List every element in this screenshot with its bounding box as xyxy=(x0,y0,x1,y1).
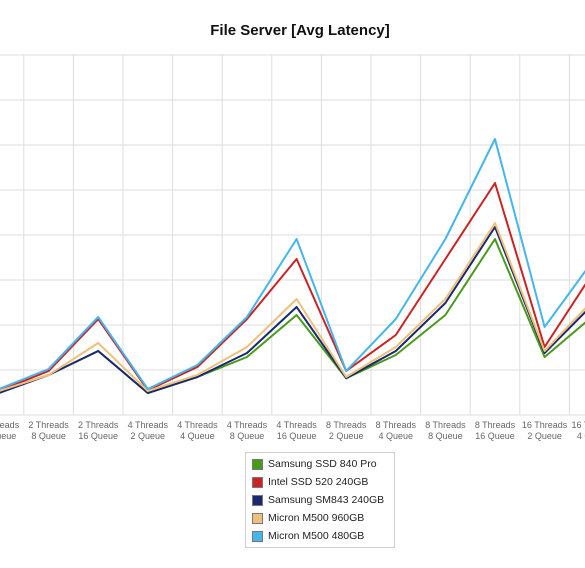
x-tick-label: 4 Threads 16 Queue xyxy=(276,420,317,441)
legend-swatch xyxy=(252,512,263,524)
chart-title: File Server [Avg Latency] xyxy=(210,22,390,39)
legend-swatch xyxy=(252,458,263,470)
legend-swatch xyxy=(252,476,263,488)
legend-swatch xyxy=(252,530,263,542)
x-tick-label: 8 Threads 4 Queue xyxy=(376,420,417,441)
legend-item: Micron M500 960GB xyxy=(246,509,394,527)
x-tick-label: 4 Threads 2 Queue xyxy=(128,420,169,441)
legend-item: Micron M500 480GB xyxy=(246,527,394,545)
legend-item: Samsung SM843 240GB xyxy=(246,491,394,509)
x-tick-label: 4 Threads 4 Queue xyxy=(177,420,218,441)
legend-label: Micron M500 960GB xyxy=(268,512,365,524)
series-lines xyxy=(0,138,585,394)
legend-item: Intel SSD 520 240GB xyxy=(246,473,394,491)
legend-label: Samsung SSD 840 Pro xyxy=(268,458,377,470)
legend-label: Intel SSD 520 240GB xyxy=(268,476,369,488)
x-tick-label: 2 Threads 8 Queue xyxy=(28,420,69,441)
series-line-micron-m500-480gb xyxy=(0,138,585,390)
x-tick-label: 2 Threads 16 Queue xyxy=(78,420,119,441)
series-line-samsung-sm843-240gb xyxy=(0,226,585,394)
legend-label: Micron M500 480GB xyxy=(268,530,365,542)
legend-item: Samsung SSD 840 Pro xyxy=(246,455,394,473)
x-tick-label: 8 Threads 16 Queue xyxy=(475,420,516,441)
x-tick-label: 8 Threads 2 Queue xyxy=(326,420,367,441)
series-line-micron-m500-960gb xyxy=(0,222,585,392)
legend-swatch xyxy=(252,494,263,506)
series-line-intel-ssd-520-240gb xyxy=(0,182,585,392)
legend: Samsung SSD 840 Pro Intel SSD 520 240GB Sa… xyxy=(245,452,395,548)
x-tick-label: 8 Threads 8 Queue xyxy=(425,420,466,441)
legend-label: Samsung SM843 240GB xyxy=(268,494,385,506)
x-tick-label: 4 Threads 8 Queue xyxy=(227,420,268,441)
x-tick-label: 16 Threads 2 Queue xyxy=(522,420,568,441)
